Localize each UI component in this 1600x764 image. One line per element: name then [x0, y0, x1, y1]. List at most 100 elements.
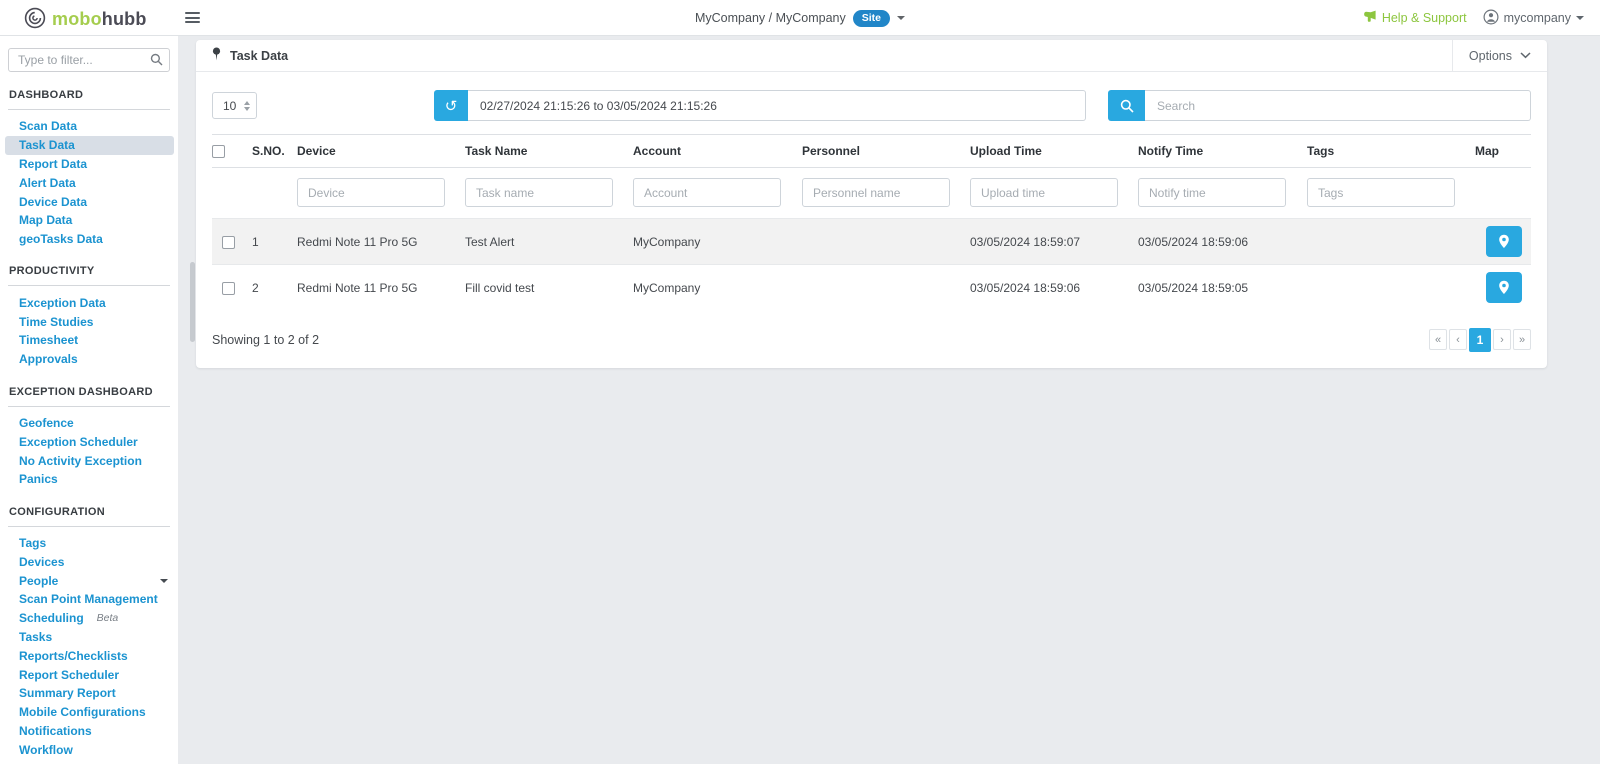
- section-title: PRODUCTIVITY: [9, 265, 95, 278]
- account-filter-input[interactable]: [633, 178, 781, 207]
- company-breadcrumb: MyCompany / MyCompany: [694, 11, 846, 25]
- megaphone-icon: [1362, 10, 1377, 26]
- sidebar-item-workflow[interactable]: Workflow: [19, 742, 73, 757]
- pagination-first-button[interactable]: «: [1429, 329, 1447, 350]
- row-checkbox[interactable]: [221, 235, 235, 249]
- sidebar-item-tags[interactable]: Tags: [19, 536, 47, 551]
- sidebar-item-scan-point-management[interactable]: Scan Point Management: [19, 592, 158, 607]
- chevron-down-icon[interactable]: [897, 16, 905, 20]
- help-support-link[interactable]: Help & Support: [1362, 10, 1467, 26]
- sidebar-section-exception-dashboard: EXCEPTION DASHBOARD Geofence Exception S…: [0, 386, 178, 489]
- search-group: [1108, 90, 1531, 121]
- sidebar-item-scheduling[interactable]: Scheduling Beta: [19, 611, 119, 626]
- device-filter-input[interactable]: [297, 178, 445, 207]
- map-pin-icon: [1499, 281, 1509, 295]
- sidebar-item-geofence[interactable]: Geofence: [19, 415, 74, 430]
- pagination: « ‹ 1 › »: [1429, 327, 1531, 352]
- sidebar-item-scan-data[interactable]: Scan Data: [19, 119, 78, 134]
- sidebar-item-tasks[interactable]: Tasks: [19, 630, 53, 645]
- sidebar-item-device-data[interactable]: Device Data: [19, 194, 88, 209]
- sidebar: DASHBOARD Scan Data Task Data Report Dat…: [0, 36, 178, 764]
- row-checkbox[interactable]: [221, 281, 235, 295]
- pin-icon: [211, 47, 222, 64]
- cell-device: Redmi Note 11 Pro 5G: [297, 234, 418, 249]
- column-header-upload-time: Upload Time: [970, 144, 1042, 158]
- chevron-down-icon: [1576, 16, 1584, 20]
- search-input[interactable]: [1145, 90, 1531, 121]
- user-menu[interactable]: mycompany: [1483, 8, 1584, 28]
- pagination-next-button[interactable]: ›: [1493, 329, 1511, 350]
- sidebar-item-summary-report[interactable]: Summary Report: [19, 686, 116, 701]
- cell-sno: 2: [252, 280, 259, 295]
- logo-text: mobohubb: [52, 9, 147, 29]
- sidebar-item-notifications[interactable]: Notifications: [19, 723, 92, 738]
- date-range-group: ↺: [434, 90, 1086, 121]
- upload-time-filter-input[interactable]: [970, 178, 1118, 207]
- sidebar-item-task-data[interactable]: Task Data: [5, 135, 174, 155]
- notify-time-filter-input[interactable]: [1138, 178, 1286, 207]
- sidebar-item-map-data[interactable]: Map Data: [19, 213, 73, 228]
- username-label: mycompany: [1503, 11, 1571, 25]
- table-header-row: S.NO. Device Task Name Account Personnel…: [212, 134, 1531, 168]
- cell-device: Redmi Note 11 Pro 5G: [297, 280, 418, 295]
- sidebar-scrollbar-thumb[interactable]: [190, 262, 195, 342]
- cell-upload-time: 03/05/2024 18:59:07: [970, 234, 1081, 249]
- column-header-account: Account: [633, 144, 681, 158]
- map-pin-icon: [1499, 234, 1509, 248]
- chevron-down-icon: [1520, 52, 1531, 59]
- task-name-filter-input[interactable]: [465, 178, 613, 207]
- sidebar-item-timesheet[interactable]: Timesheet: [19, 333, 79, 348]
- showing-summary: Showing 1 to 2 of 2: [212, 332, 320, 347]
- user-icon: [1483, 8, 1499, 28]
- cell-upload-time: 03/05/2024 18:59:06: [970, 280, 1081, 295]
- pagination-prev-button[interactable]: ‹: [1449, 329, 1467, 350]
- sidebar-item-no-activity-exception[interactable]: No Activity Exception: [19, 453, 142, 468]
- cell-sno: 1: [252, 234, 259, 249]
- sidebar-item-exception-scheduler[interactable]: Exception Scheduler: [19, 434, 138, 449]
- sidebar-item-reports-checklists[interactable]: Reports/Checklists: [19, 648, 128, 663]
- sidebar-item-approvals[interactable]: Approvals: [19, 352, 78, 367]
- map-button[interactable]: [1486, 226, 1522, 257]
- site-badge: Site: [852, 9, 890, 27]
- sidebar-item-report-data[interactable]: Report Data: [19, 156, 88, 171]
- page-size-select[interactable]: 10: [212, 92, 257, 119]
- menu-toggle-icon[interactable]: [185, 10, 200, 25]
- tags-filter-input[interactable]: [1307, 178, 1455, 207]
- pagination-last-button[interactable]: »: [1513, 329, 1531, 350]
- table-row: 2 Redmi Note 11 Pro 5G Fill covid test M…: [212, 264, 1531, 311]
- personnel-filter-input[interactable]: [802, 178, 950, 207]
- refresh-button[interactable]: ↺: [434, 90, 468, 121]
- sidebar-item-exception-data[interactable]: Exception Data: [19, 295, 106, 310]
- sidebar-item-people[interactable]: People: [5, 571, 174, 590]
- date-range-input[interactable]: [468, 90, 1086, 121]
- sidebar-item-panics[interactable]: Panics: [19, 472, 58, 487]
- table-toolbar: 10 ↺: [212, 90, 1531, 121]
- task-data-panel: Task Data Options 10 ↺: [196, 39, 1547, 368]
- sidebar-item-mobile-configurations[interactable]: Mobile Configurations: [19, 705, 146, 720]
- logo[interactable]: mobohubb: [24, 7, 147, 32]
- chevron-down-icon: [160, 578, 168, 583]
- sidebar-item-report-scheduler[interactable]: Report Scheduler: [19, 667, 120, 682]
- column-header-sno: S.NO.: [252, 144, 285, 158]
- divider: [8, 109, 170, 110]
- sidebar-filter-input[interactable]: [8, 48, 170, 72]
- cell-notify-time: 03/05/2024 18:59:06: [1138, 234, 1249, 249]
- divider: [8, 285, 170, 287]
- search-button[interactable]: [1108, 90, 1145, 121]
- cell-tags: [1307, 219, 1475, 265]
- sidebar-item-geotasks-data[interactable]: geoTasks Data: [19, 232, 103, 247]
- table-footer: Showing 1 to 2 of 2 « ‹ 1 › »: [212, 327, 1531, 352]
- column-header-notify-time: Notify Time: [1138, 144, 1204, 158]
- column-header-map: Map: [1475, 144, 1499, 158]
- cell-account: MyCompany: [633, 234, 701, 249]
- pagination-page-1-button[interactable]: 1: [1469, 327, 1491, 352]
- select-all-checkbox[interactable]: [212, 145, 225, 159]
- sidebar-item-alert-data[interactable]: Alert Data: [19, 175, 76, 190]
- sidebar-section-dashboard: DASHBOARD Scan Data Task Data Report Dat…: [0, 89, 178, 248]
- map-button[interactable]: [1486, 272, 1522, 304]
- sidebar-section-productivity: PRODUCTIVITY Exception Data Time Studies…: [0, 265, 178, 368]
- sidebar-item-devices[interactable]: Devices: [19, 554, 65, 569]
- options-button[interactable]: Options: [1451, 39, 1547, 72]
- sidebar-item-time-studies[interactable]: Time Studies: [19, 314, 94, 329]
- search-icon: [150, 53, 163, 69]
